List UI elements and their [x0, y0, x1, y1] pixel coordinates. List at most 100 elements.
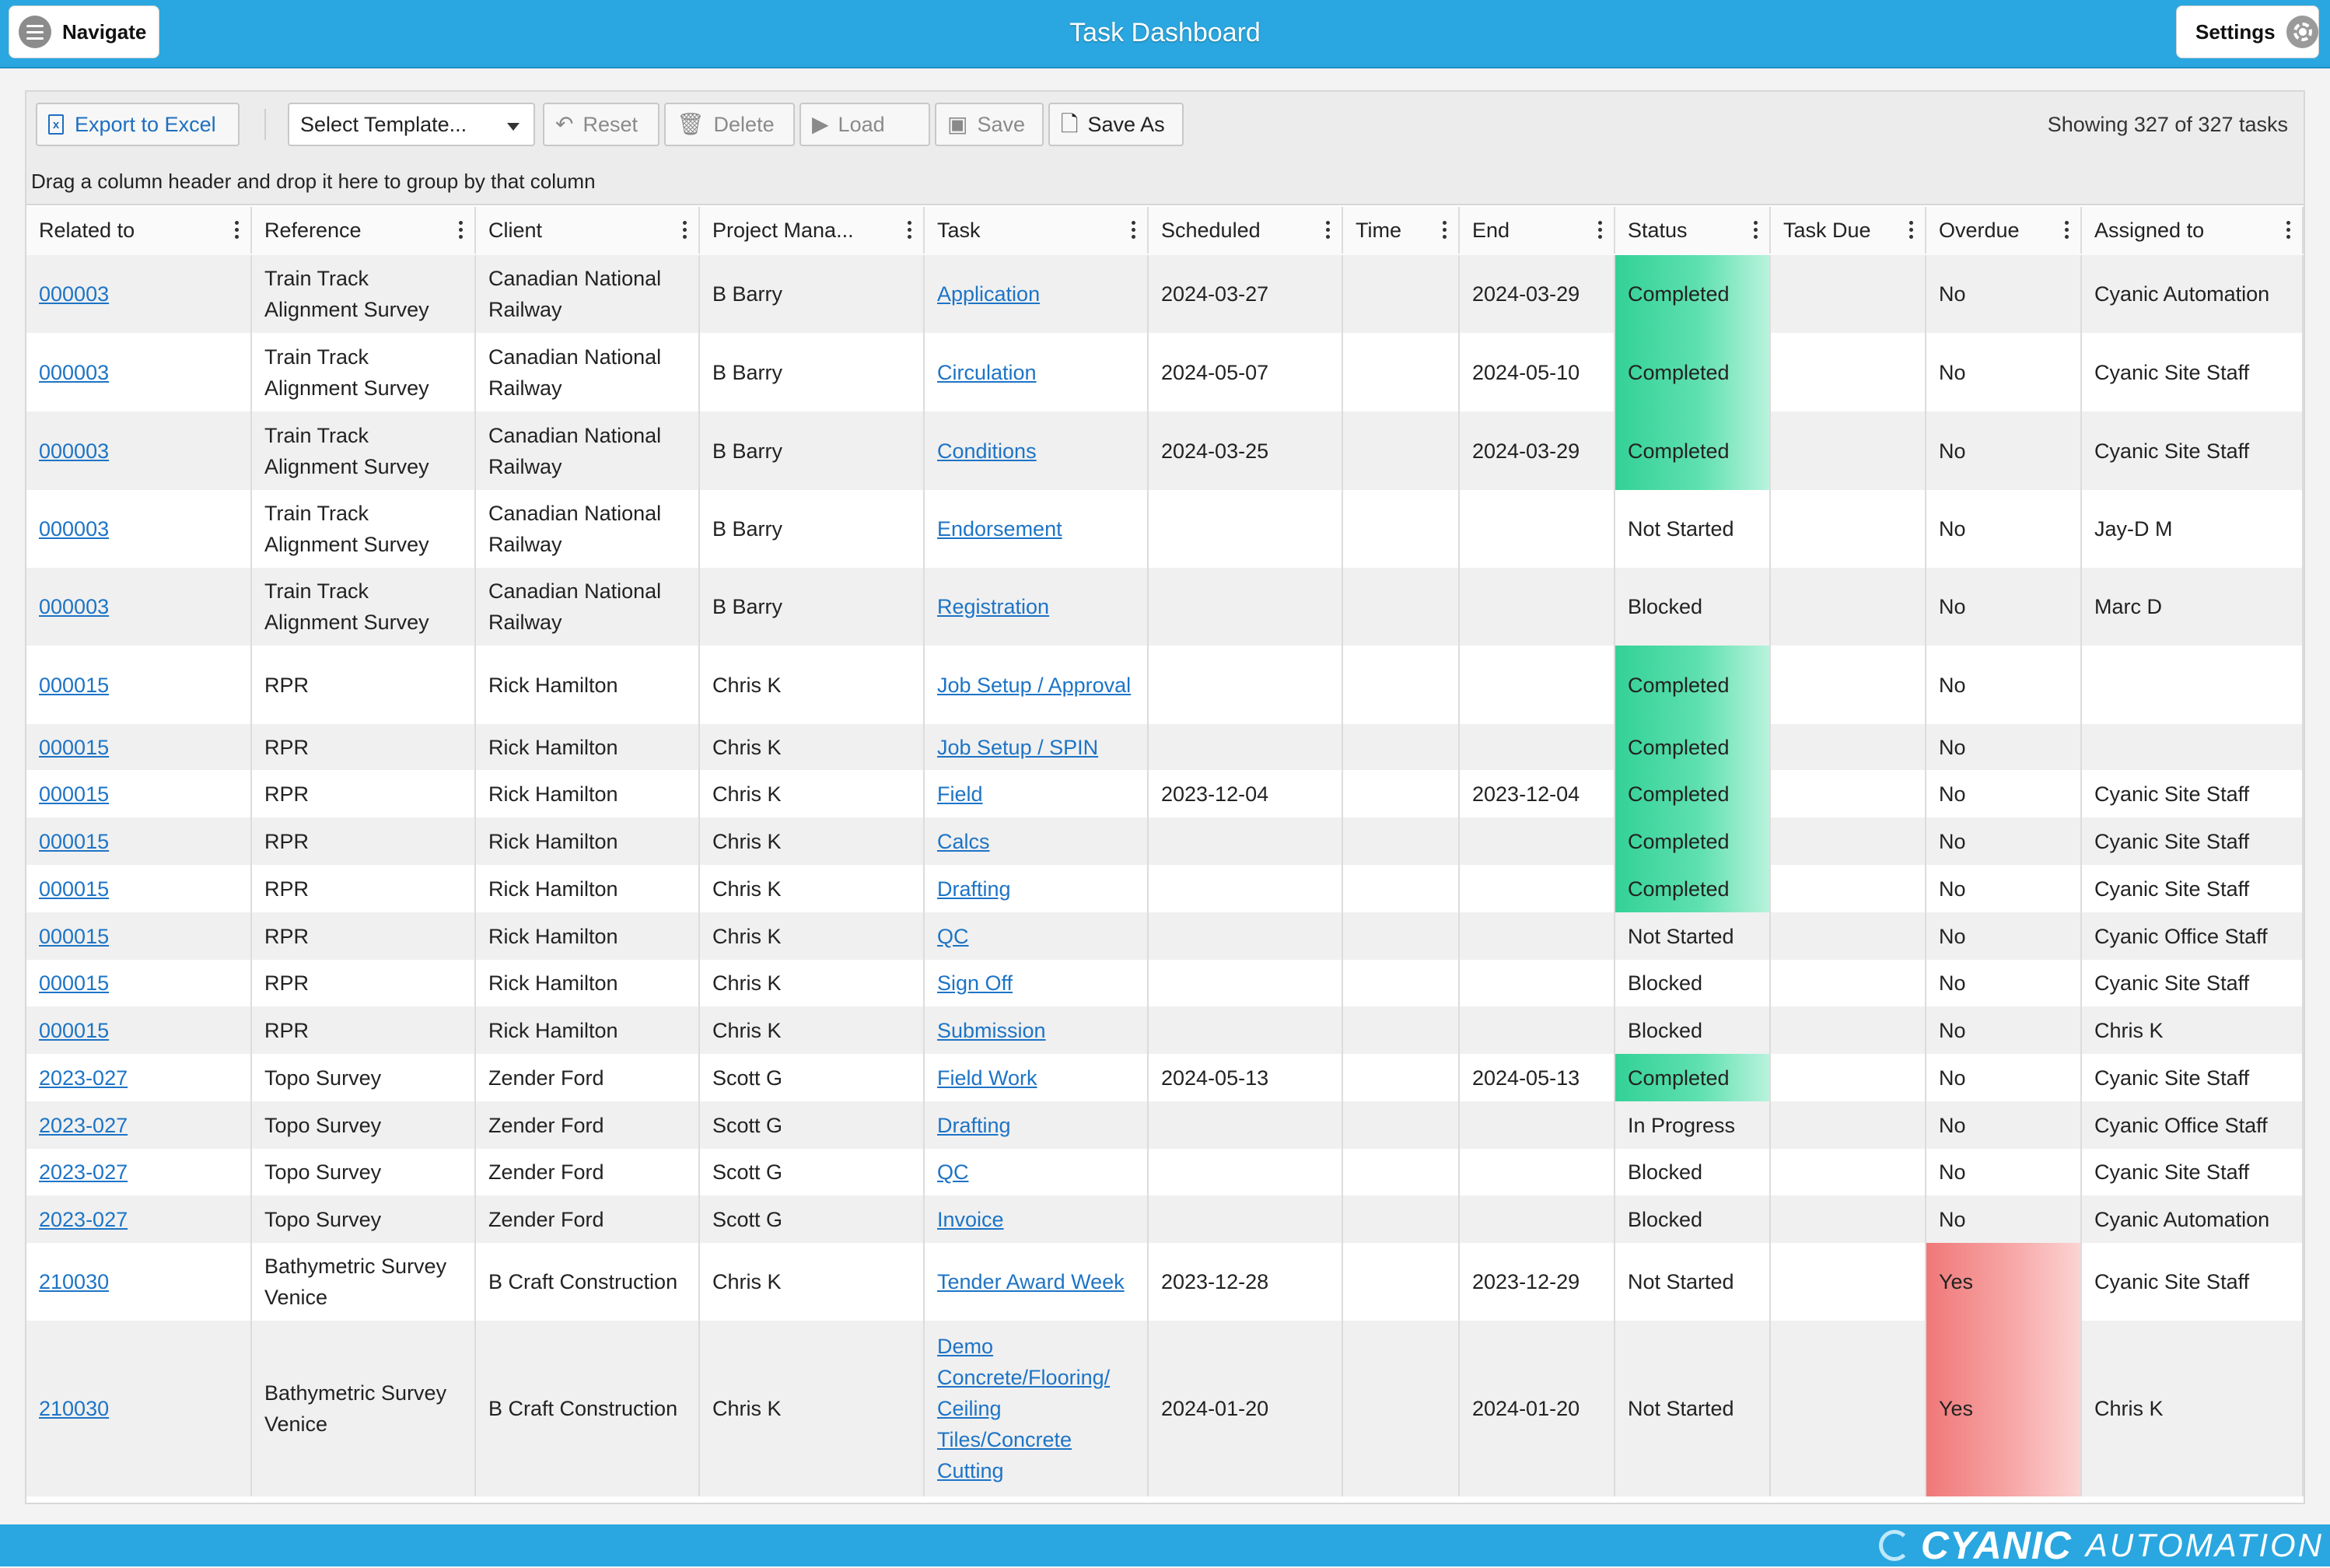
related-to-link[interactable]: 000003	[39, 595, 110, 618]
table-row[interactable]: 000003 Train Track Alignment Survey Canadi…	[26, 490, 2304, 568]
table-row[interactable]: 210030 Bathymetric Survey Venice B Craft C…	[26, 1321, 2304, 1496]
group-by-drop-zone[interactable]: Drag a column header and drop it here to…	[26, 157, 2304, 205]
related-to-link[interactable]: 000003	[39, 439, 110, 463]
column-menu-icon[interactable]	[1909, 221, 1914, 239]
task-link[interactable]: Application	[937, 282, 1041, 306]
grid-toolbar: x Export to Excel Select Template... ↶ R…	[26, 92, 2304, 159]
table-row[interactable]: 2023-027 Topo Survey Zender Ford Scott G QC B…	[26, 1149, 2304, 1195]
related-to-link[interactable]: 000015	[39, 735, 110, 759]
column-header-end[interactable]: End	[1460, 207, 1615, 254]
column-header-client[interactable]: Client	[476, 207, 700, 254]
related-to-link[interactable]: 000003	[39, 282, 110, 306]
task-link[interactable]: Sign Off	[937, 971, 1013, 995]
task-link[interactable]: Submission	[937, 1018, 1046, 1042]
task-link[interactable]: Job Setup / SPIN	[937, 735, 1099, 759]
task-link[interactable]: Drafting	[937, 877, 1011, 901]
task-link[interactable]: Invoice	[937, 1207, 1004, 1231]
related-to-link[interactable]: 000015	[39, 971, 110, 995]
column-header-task-due[interactable]: Task Due	[1771, 207, 1926, 254]
task-link[interactable]: Registration	[937, 595, 1050, 618]
related-to-link[interactable]: 2023-027	[39, 1113, 128, 1137]
related-to-link[interactable]: 000015	[39, 782, 110, 806]
task-link[interactable]: Conditions	[937, 439, 1037, 463]
save-label: Save	[977, 112, 1026, 136]
column-header-project-manager[interactable]: Project Mana...	[700, 207, 925, 254]
table-row[interactable]: 2023-027 Topo Survey Zender Ford Scott G Fie…	[26, 1054, 2304, 1101]
table-row[interactable]: 000015 RPR Rick Hamilton Chris K Drafting Com…	[26, 865, 2304, 912]
related-to-link[interactable]: 2023-027	[39, 1207, 128, 1231]
table-row[interactable]: 000015 RPR Rick Hamilton Chris K Sign Off Blo…	[26, 960, 2304, 1006]
task-link[interactable]: Endorsement	[937, 517, 1062, 541]
column-header-label: Status	[1628, 219, 1688, 242]
column-menu-icon[interactable]	[1326, 221, 1331, 239]
column-menu-icon[interactable]	[1598, 221, 1603, 239]
settings-button[interactable]: Settings	[2176, 5, 2319, 58]
related-to-link[interactable]: 000015	[39, 673, 110, 697]
export-excel-button[interactable]: x Export to Excel	[36, 103, 240, 146]
column-menu-icon[interactable]	[2065, 221, 2069, 239]
table-row[interactable]: 000015 RPR Rick Hamilton Chris K Job Setup /…	[26, 724, 2304, 770]
column-header-reference[interactable]: Reference	[252, 207, 476, 254]
cell-time	[1343, 1195, 1460, 1243]
table-row[interactable]: 000015 RPR Rick Hamilton Chris K Submission B…	[26, 1006, 2304, 1054]
column-header-scheduled[interactable]: Scheduled	[1149, 207, 1343, 254]
related-to-link[interactable]: 000015	[39, 1018, 110, 1042]
save-button[interactable]: ▣ Save	[935, 103, 1044, 146]
delete-button[interactable]: 🗑 Delete	[664, 103, 795, 146]
column-header-status[interactable]: Status	[1615, 207, 1771, 254]
table-row[interactable]: 000003 Train Track Alignment Survey Canadi…	[26, 568, 2304, 646]
table-row[interactable]: 2023-027 Topo Survey Zender Ford Scott G Inv…	[26, 1195, 2304, 1243]
related-to-link[interactable]: 000015	[39, 924, 110, 948]
reset-button[interactable]: ↶ Reset	[543, 103, 659, 146]
task-link[interactable]: Tender Award Week	[937, 1270, 1125, 1293]
load-button[interactable]: ▶ Load	[799, 103, 930, 146]
task-link[interactable]: Circulation	[937, 360, 1037, 384]
column-header-task[interactable]: Task	[925, 207, 1149, 254]
table-row[interactable]: 000003 Train Track Alignment Survey Canadi…	[26, 333, 2304, 411]
table-row[interactable]: 000015 RPR Rick Hamilton Chris K Calcs Comple…	[26, 817, 2304, 865]
column-menu-icon[interactable]	[1132, 221, 1136, 239]
column-menu-icon[interactable]	[1754, 221, 1758, 239]
column-menu-icon[interactable]	[2286, 221, 2291, 239]
cell-time	[1343, 960, 1460, 1006]
table-row[interactable]: 000015 RPR Rick Hamilton Chris K QC Not Start…	[26, 912, 2304, 960]
column-menu-icon[interactable]	[1443, 221, 1447, 239]
related-to-link[interactable]: 000003	[39, 360, 110, 384]
task-link[interactable]: QC	[937, 924, 969, 948]
column-menu-icon[interactable]	[908, 221, 912, 239]
table-row[interactable]: 2023-027 Topo Survey Zender Ford Scott G Dra…	[26, 1101, 2304, 1149]
table-row[interactable]: 000003 Train Track Alignment Survey Canadi…	[26, 255, 2304, 333]
task-link[interactable]: Calcs	[937, 829, 990, 853]
save-as-button[interactable]: 🗋 Save As	[1048, 103, 1184, 146]
task-link[interactable]: QC	[937, 1160, 969, 1184]
column-header-assigned-to[interactable]: Assigned to	[2082, 207, 2304, 254]
column-menu-icon[interactable]	[459, 221, 464, 239]
cell-status: Completed	[1615, 333, 1771, 411]
column-menu-icon[interactable]	[683, 221, 687, 239]
related-to-link[interactable]: 000003	[39, 517, 110, 541]
task-link[interactable]: Demo Concrete/Flooring/ Ceiling Tiles/Co…	[937, 1335, 1111, 1482]
column-header-overdue[interactable]: Overdue	[1926, 207, 2082, 254]
table-row[interactable]: 000003 Train Track Alignment Survey Canadi…	[26, 411, 2304, 490]
related-to-link[interactable]: 000015	[39, 877, 110, 901]
related-to-link[interactable]: 2023-027	[39, 1066, 128, 1090]
related-to-link[interactable]: 210030	[39, 1270, 110, 1293]
task-link[interactable]: Field Work	[937, 1066, 1037, 1090]
table-row[interactable]: 210030 Bathymetric Survey Venice B Craft C…	[26, 1243, 2304, 1321]
cell-client: Zender Ford	[476, 1101, 700, 1149]
task-link[interactable]: Drafting	[937, 1113, 1011, 1137]
task-link[interactable]: Field	[937, 782, 983, 806]
task-link[interactable]: Job Setup / Approval	[937, 673, 1132, 697]
cell-end	[1460, 490, 1615, 568]
template-select[interactable]: Select Template...	[288, 103, 535, 146]
cell-time	[1343, 1006, 1460, 1054]
related-to-link[interactable]: 210030	[39, 1397, 110, 1420]
table-row[interactable]: 000015 RPR Rick Hamilton Chris K Job Setup /…	[26, 646, 2304, 724]
related-to-link[interactable]: 2023-027	[39, 1160, 128, 1184]
column-header-related-to[interactable]: Related to	[26, 207, 252, 254]
related-to-link[interactable]: 000015	[39, 829, 110, 853]
navigate-button[interactable]: Navigate	[9, 5, 159, 58]
column-menu-icon[interactable]	[235, 221, 240, 239]
table-row[interactable]: 000015 RPR Rick Hamilton Chris K Field 2023-1…	[26, 770, 2304, 817]
column-header-time[interactable]: Time	[1343, 207, 1460, 254]
